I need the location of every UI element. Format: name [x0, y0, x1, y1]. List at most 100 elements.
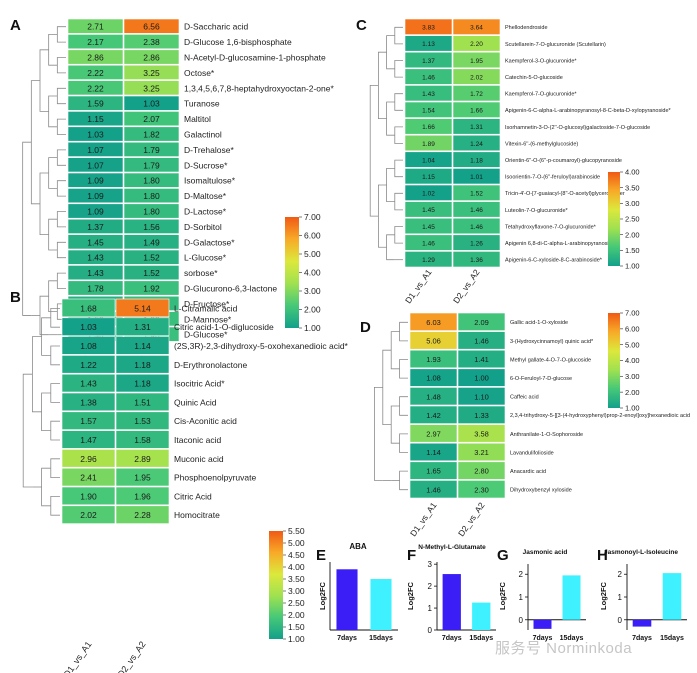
cell-value-label: 2.02	[80, 510, 97, 520]
heatmap-cell	[452, 234, 501, 251]
y-tick-label: 0	[618, 616, 623, 625]
row-label: D-Maltose*	[184, 191, 227, 201]
row-label: 1,3,4,5,6,7,8-heptahydroxyoctan-2-one*	[184, 83, 334, 93]
cell-value-label: 1.09	[87, 191, 104, 201]
cell-value-label: 1.18	[470, 157, 483, 164]
bar-15days	[370, 579, 392, 630]
cell-value-label: 1.49	[143, 237, 160, 247]
cell-value-label: 1.68	[80, 303, 97, 313]
row-label: Caffeic acid	[510, 395, 539, 401]
cell-value-label: 1.38	[80, 397, 97, 407]
panel-letter: C	[356, 17, 367, 34]
panel-letter: A	[10, 17, 21, 34]
heatmap-cell	[67, 249, 124, 265]
cell-value-label: 1.31	[470, 124, 483, 131]
heatmap-cell	[61, 505, 116, 524]
row-label: Dihydroxybenzyl xyloside	[510, 488, 572, 494]
row-label: D-Saccharic acid	[184, 22, 249, 32]
cell-value-label: 1.45	[87, 237, 104, 247]
heatmap-cell	[61, 392, 116, 412]
colorbar-tick-label: 1.50	[288, 622, 305, 632]
row-label: Isomaltulose*	[184, 176, 236, 186]
heatmap-cell	[61, 486, 116, 506]
dendrogram-branch	[394, 159, 403, 178]
heatmap-cell	[457, 368, 506, 387]
dendrogram-branch	[399, 470, 408, 491]
heatmap-cell	[409, 368, 458, 387]
dendrogram-branch	[56, 272, 66, 289]
heatmap-cell	[123, 80, 180, 96]
row-label: Catechin-5-O-glucoside	[505, 75, 563, 81]
colorbar-tick-label: 1.00	[304, 323, 321, 333]
bar-7days	[442, 574, 461, 630]
y-tick-label: 2	[428, 582, 433, 591]
cell-value-label: 1.09	[87, 176, 104, 186]
heatmap-cell	[115, 336, 170, 355]
row-label: D-Erythronolactone	[174, 360, 248, 370]
cell-value-label: 1.95	[134, 473, 151, 483]
bar-15days	[562, 575, 581, 620]
colorbar-tick-label: 5.00	[304, 249, 321, 259]
heatmap-cell	[67, 234, 124, 250]
heatmap-cell	[123, 126, 180, 142]
heatmap-cell	[409, 480, 458, 499]
dendrogram-branch	[50, 458, 60, 478]
y-tick-label: 1	[428, 604, 433, 613]
dendrogram-branch	[48, 218, 58, 251]
heatmap-cell	[457, 442, 506, 462]
y-axis-label: Log2FC	[318, 581, 327, 609]
dendrogram-branch	[394, 93, 403, 111]
cell-value-label: 1.43	[87, 253, 104, 263]
colorbar-tick-label: 2.00	[625, 388, 640, 397]
heatmap-cell	[452, 68, 501, 85]
heatmap-cell	[67, 188, 124, 204]
colorbar-tick-label: 7.00	[304, 212, 321, 222]
heatmap-cell	[67, 80, 124, 96]
heatmap-cell	[452, 134, 501, 152]
bar-7days	[632, 619, 652, 627]
heatmap-cell	[123, 49, 180, 65]
dendrogram-branch	[39, 49, 49, 112]
x-tick-label: 15days	[660, 635, 684, 642]
cell-value-label: 1.33	[474, 411, 489, 420]
cell-value-label: 2.41	[80, 473, 97, 483]
heatmap-cell	[404, 201, 453, 218]
heatmap-panel-C: C 3.83 3.64 Phellodendroside 1.13 2.20 Scutell…	[356, 17, 672, 305]
heatmap-cell	[409, 461, 458, 480]
cell-value-label: 3.83	[422, 25, 435, 32]
heatmap-cell	[67, 172, 124, 188]
row-label: sorbose*	[184, 268, 218, 278]
row-label: Quinic Acid	[174, 397, 217, 407]
column-label: D2_vs_A2	[116, 639, 148, 673]
cell-value-label: 1.15	[87, 114, 104, 124]
heatmap-cell	[61, 430, 116, 449]
heatmap-cell	[457, 480, 506, 499]
heatmap-cell	[61, 336, 116, 355]
heatmap-cell	[61, 298, 116, 318]
cell-value-label: 1.46	[422, 74, 435, 81]
colorbar	[269, 531, 283, 639]
heatmap-cell	[404, 168, 453, 185]
bar-15days	[662, 573, 682, 620]
heatmap-cell	[452, 51, 501, 69]
dendrogram-branch	[56, 26, 66, 43]
heatmap-cell	[457, 405, 506, 424]
row-label: Isoorientin-7-O-(6''-feruloyl)arabinosid…	[505, 175, 600, 181]
colorbar-tick-label: 4.00	[625, 168, 640, 177]
row-label: N-Acetyl-D-glucosamine-1-phosphate	[184, 52, 326, 62]
row-label: D-Mannose*	[184, 314, 232, 324]
row-label: Phellodendroside	[505, 25, 548, 31]
heatmap-cell	[404, 217, 453, 235]
row-label: Tricin-4'-O-[7-guaiacyl-(8''-O-acetyl)gl…	[505, 191, 625, 197]
heatmap-cell	[452, 251, 501, 268]
heatmap-cell	[123, 188, 180, 204]
heatmap-cell	[115, 298, 170, 318]
dendrogram-branch	[56, 241, 66, 259]
colorbar-tick-label: 1.00	[625, 262, 640, 271]
colorbar-tick-label: 2.50	[625, 215, 640, 224]
cell-value-label: 1.89	[422, 141, 435, 148]
dendrogram-branch	[378, 184, 387, 248]
heatmap-cell	[67, 218, 124, 234]
dendrogram-branch	[30, 80, 40, 205]
colorbar-tick-label: 5.00	[625, 340, 640, 349]
